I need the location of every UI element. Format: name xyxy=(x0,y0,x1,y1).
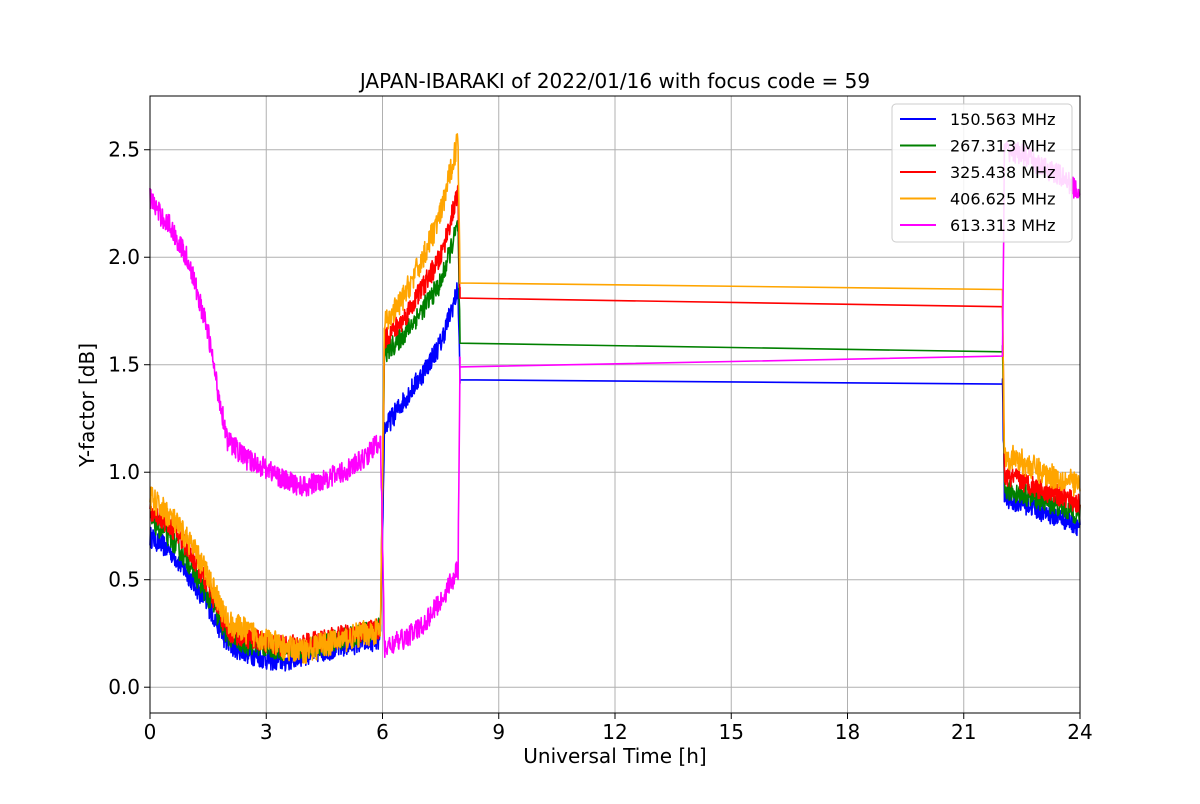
legend-box xyxy=(891,103,1073,243)
y-tick-label: 0.0 xyxy=(108,675,140,699)
x-tick-label: 3 xyxy=(260,720,273,744)
x-axis-label: Universal Time [h] xyxy=(523,744,706,768)
x-tick-label: 15 xyxy=(719,720,744,744)
y-tick-label: 0.5 xyxy=(108,568,140,592)
grid-lines xyxy=(149,96,1081,713)
y-tick-label: 1.0 xyxy=(108,460,140,484)
legend: 150.563 MHz 267.313 MHz 325.438 MHz 406.625… xyxy=(891,103,1073,243)
x-tick-label: 21 xyxy=(951,720,976,744)
chart-title: JAPAN-IBARAKI of 2022/01/16 with focus c… xyxy=(358,69,870,93)
x-tick-label: 24 xyxy=(1067,720,1092,744)
x-tick-label: 12 xyxy=(602,720,627,744)
x-tick-label: 6 xyxy=(376,720,389,744)
legend-label: 325.438 MHz xyxy=(950,163,1055,182)
legend-label: 613.313 MHz xyxy=(950,216,1055,235)
axis-ticks: 0 3 6 9 12 15 18 21 24 0.0 0.5 1.0 1.5 2.0 2.5 xyxy=(108,138,1093,744)
x-tick-label: 18 xyxy=(835,720,860,744)
legend-label: 267.313 MHz xyxy=(950,137,1055,156)
x-tick-label: 9 xyxy=(492,720,505,744)
series-line-4 xyxy=(149,133,1081,665)
y-tick-label: 2.5 xyxy=(108,138,140,162)
series-layer xyxy=(149,133,1081,672)
y-tick-label: 1.5 xyxy=(108,353,140,377)
y-axis-label: Y-factor [dB] xyxy=(75,343,99,468)
x-tick-label: 0 xyxy=(144,720,157,744)
y-tick-label: 2.0 xyxy=(108,245,140,269)
legend-label: 406.625 MHz xyxy=(950,190,1055,209)
legend-label: 150.563 MHz xyxy=(950,110,1055,129)
